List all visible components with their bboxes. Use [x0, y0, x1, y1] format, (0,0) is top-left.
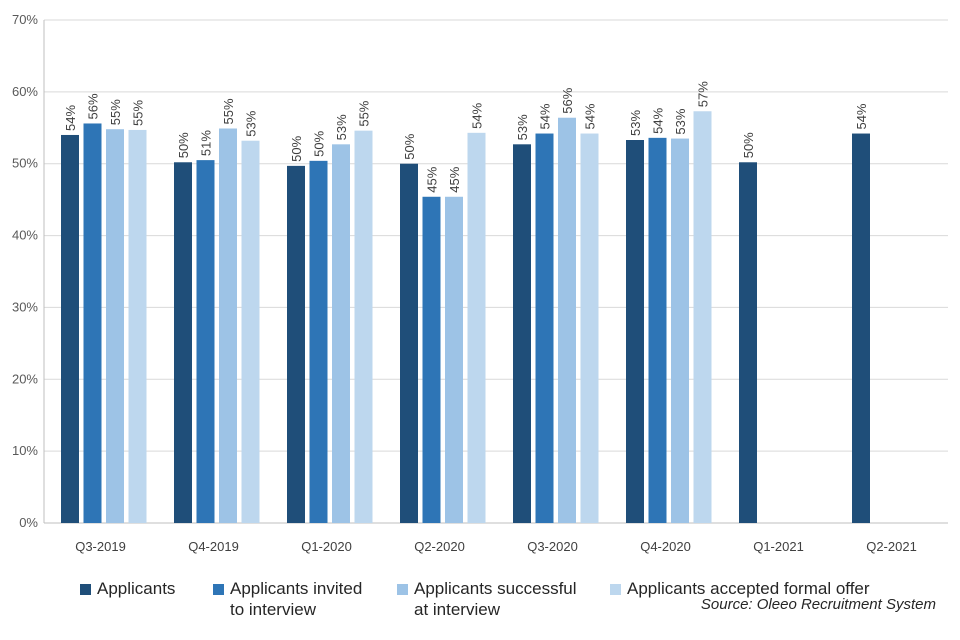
bar: [309, 160, 328, 523]
bar: [354, 130, 373, 523]
y-tick-label: 20%: [12, 371, 38, 386]
legend-label-invited: Applicants invited to interview: [230, 579, 363, 619]
x-tick-label: Q2-2021: [866, 539, 917, 554]
data-label: 45%: [425, 166, 440, 192]
data-label: 54%: [470, 102, 485, 128]
data-label: 56%: [560, 87, 575, 113]
bar: [174, 162, 192, 523]
bar: [196, 160, 215, 523]
bar: [106, 129, 124, 524]
bar: [626, 140, 644, 523]
bar-chart: 0% 10% 20% 30% 40% 50% 60% 70% 54% 56% 55% 55% Q3-20…: [12, 12, 948, 554]
data-label: 54%: [538, 103, 553, 129]
y-tick-label: 40%: [12, 228, 38, 243]
x-tick-label: Q2-2020: [414, 539, 465, 554]
bar: [83, 123, 102, 523]
y-tick-label: 50%: [12, 156, 38, 171]
bar: [332, 144, 350, 523]
bar: [558, 117, 576, 524]
data-label: 50%: [289, 135, 304, 161]
data-label: 50%: [312, 130, 327, 156]
bar: [467, 132, 486, 523]
legend-swatch-applicants: [80, 584, 91, 595]
data-label: 55%: [108, 99, 123, 125]
x-tick-label: Q1-2020: [301, 539, 352, 554]
y-tick-label: 70%: [12, 12, 38, 27]
bar: [61, 134, 79, 523]
bar: [693, 111, 712, 523]
data-label: 50%: [176, 132, 191, 158]
legend-label-applicants: Applicants: [97, 579, 176, 598]
data-label: 53%: [334, 114, 349, 140]
data-label: 53%: [673, 108, 688, 134]
x-tick-label: Q1-2021: [753, 539, 804, 554]
legend-swatch-successful: [397, 584, 408, 595]
data-label: 54%: [583, 103, 598, 129]
data-label: 55%: [221, 98, 236, 124]
bar: [535, 133, 554, 523]
legend-label-successful: Applicants successful at interview: [414, 579, 577, 619]
x-tick-label: Q3-2020: [527, 539, 578, 554]
legend-label-accepted: Applicants accepted formal offer: [627, 579, 870, 598]
data-label: 45%: [447, 166, 462, 192]
data-label: 50%: [741, 132, 756, 158]
bar: [287, 165, 305, 523]
data-label: 50%: [402, 133, 417, 159]
data-label: 54%: [63, 105, 78, 131]
bar: [445, 196, 463, 524]
legend-item-applicants: Applicants: [80, 578, 175, 599]
bar: [580, 133, 599, 523]
data-label: 54%: [854, 103, 869, 129]
source-note: Source: Oleeo Recruitment System: [700, 596, 936, 613]
legend: Applicants Applicants invited to intervi…: [80, 578, 920, 622]
x-tick-label: Q4-2020: [640, 539, 691, 554]
y-tick-label: 10%: [12, 443, 38, 458]
data-label: 55%: [357, 100, 372, 126]
data-label: 57%: [696, 81, 711, 107]
bar: [128, 129, 147, 524]
y-tick-label: 30%: [12, 299, 38, 314]
x-tick-label: Q3-2019: [75, 539, 126, 554]
data-label: 53%: [515, 114, 530, 140]
bar: [219, 128, 237, 524]
legend-item-successful: Applicants successful at interview: [397, 578, 577, 620]
y-tick-label: 60%: [12, 84, 38, 99]
y-tick-label: 0%: [19, 515, 38, 530]
bar: [422, 196, 441, 524]
bar: [852, 133, 870, 523]
data-label: 56%: [86, 93, 101, 119]
bar: [739, 162, 757, 523]
bar: [400, 163, 418, 523]
data-label: 55%: [131, 99, 146, 125]
legend-item-invited: Applicants invited to interview: [213, 578, 362, 620]
bar: [648, 137, 667, 524]
data-label: 54%: [651, 107, 666, 133]
legend-swatch-accepted: [610, 584, 621, 595]
data-label: 53%: [628, 110, 643, 136]
bar: [513, 144, 531, 523]
legend-item-accepted: Applicants accepted formal offer: [610, 578, 870, 599]
bar: [671, 138, 689, 524]
bar: [241, 140, 260, 523]
legend-swatch-invited: [213, 584, 224, 595]
data-label: 51%: [199, 130, 214, 156]
data-label: 53%: [244, 110, 259, 136]
x-tick-label: Q4-2019: [188, 539, 239, 554]
